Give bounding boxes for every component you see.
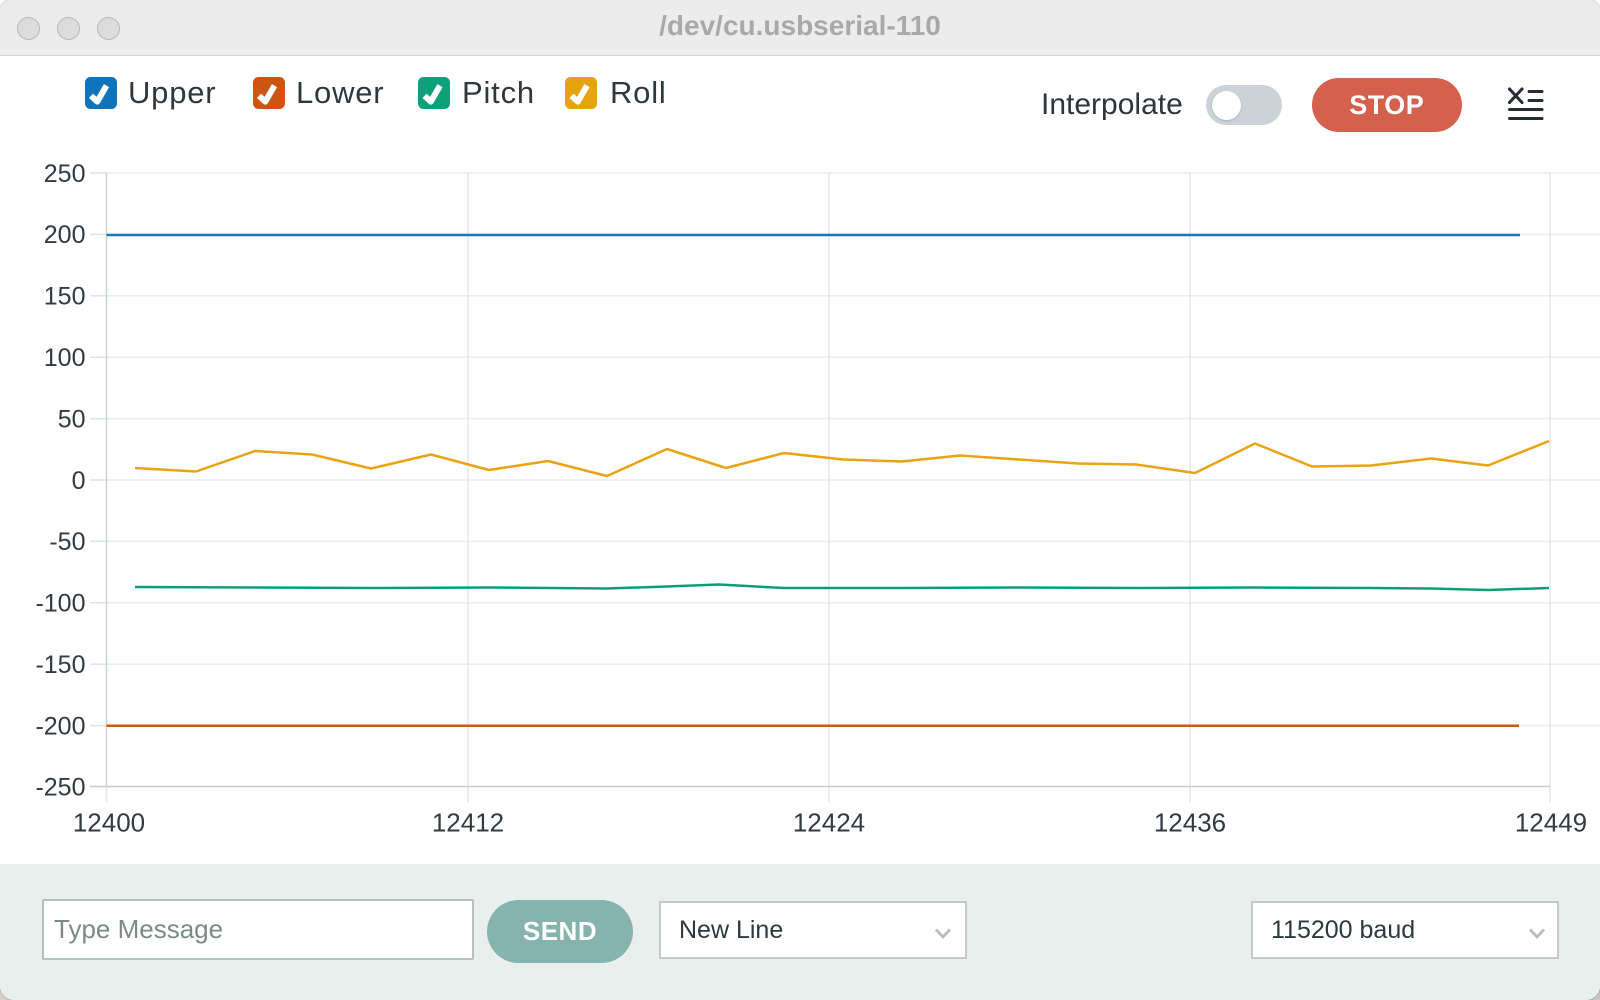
svg-text:-100: -100 <box>35 590 85 618</box>
svg-text:12449: 12449 <box>1515 808 1587 838</box>
svg-text:-150: -150 <box>35 651 85 679</box>
svg-text:200: 200 <box>44 221 86 249</box>
svg-text:150: 150 <box>44 283 86 311</box>
svg-text:12424: 12424 <box>793 808 865 838</box>
svg-text:12400: 12400 <box>73 808 145 838</box>
svg-text:-200: -200 <box>35 712 85 740</box>
svg-text:50: 50 <box>58 405 86 433</box>
svg-text:-250: -250 <box>35 773 85 801</box>
svg-text:-50: -50 <box>49 528 85 556</box>
svg-text:250: 250 <box>44 160 86 188</box>
svg-text:100: 100 <box>44 344 86 372</box>
svg-text:0: 0 <box>72 467 86 495</box>
svg-text:12436: 12436 <box>1154 808 1226 838</box>
svg-text:12412: 12412 <box>432 808 504 838</box>
